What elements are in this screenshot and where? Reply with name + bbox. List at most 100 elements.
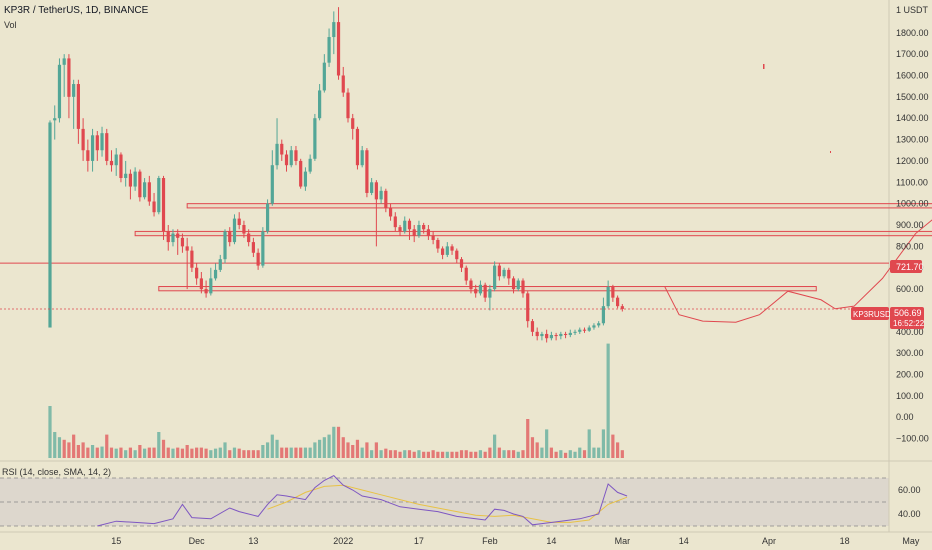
time-tick-label: Feb [482, 536, 498, 546]
volume-bars [48, 343, 624, 458]
price-axis-unit: 1 USDT [896, 5, 929, 15]
candle-body [176, 233, 180, 238]
volume-bar [578, 447, 582, 458]
volume-bar [303, 447, 308, 458]
price-tick-label: 1200.00 [896, 156, 929, 166]
volume-bar [374, 442, 378, 458]
candle-body [592, 325, 596, 328]
rsi-label: RSI (14, close, SMA, 14, 2) [2, 467, 111, 477]
time-axis[interactable]: 15Dec13202217Feb14Mar14Apr18May16Jun [111, 536, 932, 546]
volume-label[interactable]: Vol [4, 20, 17, 30]
volume-bar [563, 452, 568, 458]
price-tick-label: 900.00 [896, 220, 924, 230]
candle-body [407, 220, 412, 230]
candle-body [346, 92, 350, 119]
volume-bar [332, 426, 336, 458]
candle-body [209, 278, 213, 294]
candle-body [237, 218, 241, 226]
candle-body [57, 64, 62, 119]
level-tag-bg [890, 260, 922, 273]
candle-body [507, 269, 511, 279]
volume-bar [445, 451, 449, 458]
volume-bar [493, 434, 497, 458]
candle-body [251, 242, 255, 253]
volume-bar [280, 447, 284, 458]
candle-body [147, 182, 151, 202]
symbol-title[interactable]: KP3R / TetherUS, 1D, BINANCE [4, 5, 149, 16]
volume-bar [540, 447, 544, 458]
volume-bar [573, 451, 577, 458]
candle-body [81, 128, 85, 151]
candle-body [161, 178, 166, 232]
volume-bar [545, 429, 549, 458]
candle-body [190, 250, 194, 268]
candle-body [379, 190, 383, 200]
volume-bar [322, 437, 326, 458]
candle-body [355, 128, 360, 166]
volume-bar [455, 451, 459, 458]
candle-body [72, 84, 76, 97]
projection-path [664, 219, 932, 323]
volume-bar [559, 450, 563, 458]
candle-body [105, 133, 109, 161]
candle-body [313, 118, 317, 159]
volume-bar [180, 448, 185, 458]
candle-body [119, 154, 123, 179]
candle-body [365, 150, 369, 193]
candle-body [195, 267, 199, 279]
candle-body [422, 225, 426, 230]
volume-bar [157, 432, 161, 458]
volume-bar [426, 451, 430, 458]
rsi-ma-line [267, 484, 628, 523]
candle-body [232, 218, 237, 243]
volume-bar [308, 447, 312, 458]
volume-bar [412, 451, 416, 458]
candle-body [124, 173, 128, 179]
candle-body [86, 150, 90, 161]
candle-body [616, 297, 620, 307]
candle-body [185, 246, 189, 251]
volume-bar [105, 434, 109, 458]
price-tick-label: 1000.00 [896, 199, 929, 209]
volume-bar [436, 451, 440, 458]
volume-bar [90, 445, 95, 458]
candle-body [412, 229, 416, 236]
volume-bar [351, 445, 355, 458]
volume-bar [530, 437, 535, 458]
price-tick-label: 1700.00 [896, 49, 929, 59]
candle-body [256, 252, 260, 266]
time-tick-label: 17 [414, 536, 424, 546]
price-tick-label: 200.00 [896, 370, 924, 380]
price-tick-label: 0.00 [896, 412, 914, 422]
candle-body [493, 265, 497, 290]
rsi-axis: 60.00 40.00 [898, 485, 921, 519]
volume-bar [72, 434, 76, 458]
volume-bar [611, 434, 615, 458]
volume-bar [251, 450, 255, 458]
price-zone[interactable] [186, 203, 932, 209]
volume-bar [190, 448, 194, 458]
rsi-line [97, 474, 628, 527]
stray-mark [830, 151, 831, 153]
volume-bar [166, 447, 170, 458]
volume-bar [393, 450, 397, 458]
volume-bar [270, 434, 274, 458]
volume-bar [478, 450, 483, 458]
candle-body [393, 216, 397, 228]
volume-bar [228, 450, 232, 458]
price-zone[interactable] [158, 286, 817, 292]
candle-body [322, 62, 326, 91]
volume-bar [422, 451, 426, 458]
price-zone[interactable] [134, 230, 932, 237]
last-price-tag: 506.69 16:52:22 [890, 307, 925, 329]
volume-bar [360, 447, 364, 458]
candle-body [90, 135, 95, 161]
candle-body [388, 207, 393, 217]
candle-body [171, 233, 175, 243]
time-tick-label: 14 [546, 536, 556, 546]
candle-body [62, 58, 66, 65]
time-tick-label: 2022 [333, 536, 353, 546]
candle-body [516, 280, 520, 290]
candle-body [284, 154, 289, 166]
candle-body [275, 143, 279, 166]
